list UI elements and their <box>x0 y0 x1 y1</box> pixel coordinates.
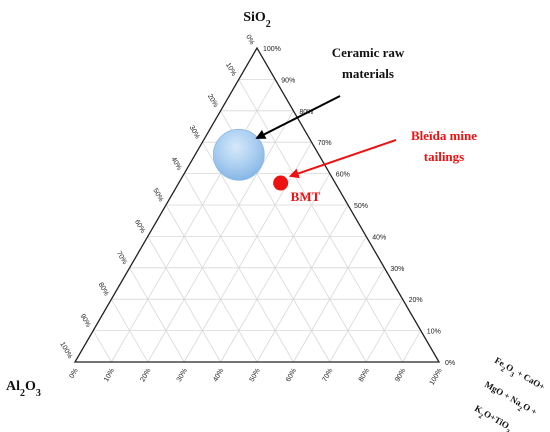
tick-label-bottom: 0% <box>69 368 80 380</box>
grid-line-al2o3-70 <box>129 267 185 363</box>
vertex-title-other-sub: 2 <box>477 412 484 421</box>
grid-line-al2o3-60 <box>147 236 221 363</box>
grid-line-other-60 <box>293 236 367 363</box>
vertex-title-other-main: + CaO+ <box>513 367 546 392</box>
tick-label-bottom: 30% <box>176 368 189 384</box>
vertex-title-al2o3-main: Al <box>6 379 20 394</box>
vertex-title-other-sub: 3 <box>508 370 515 379</box>
vertex-title-other-main: K <box>473 403 484 415</box>
vertex-title-other-sub: 2 <box>516 405 523 414</box>
tick-label-right: 90% <box>281 77 295 84</box>
vertex-title-other-main: MgO + Na <box>483 379 524 408</box>
grid-line-al2o3-90 <box>92 330 112 363</box>
tick-label-left: 30% <box>188 125 201 141</box>
grid-line-al2o3-30 <box>202 141 331 363</box>
vertex-title-other-line: K2O+TiO2 <box>471 403 514 432</box>
tick-label-bottom: 20% <box>139 368 152 384</box>
grid-lines <box>92 79 422 363</box>
ceramic-label-line1: Ceramic raw <box>332 45 405 60</box>
vertex-title-sio2-main: SiO <box>243 10 266 25</box>
bmt-point <box>273 175 289 191</box>
annotations: Ceramic raw materials Bleïda mine tailings B… <box>255 45 477 204</box>
tick-label-bottom: 60% <box>285 368 298 384</box>
tick-label-bottom: 10% <box>103 368 116 384</box>
bmt-label: BMT <box>291 189 321 204</box>
ceramic-arrow <box>255 95 341 139</box>
ceramic-label-line2: materials <box>342 66 394 81</box>
tick-label-left: 70% <box>115 250 128 266</box>
ceramic-region <box>212 128 265 181</box>
vertex-title-other-sub: 2 <box>499 365 506 374</box>
grid-line-other-70 <box>329 267 385 363</box>
tick-label-right: 60% <box>336 172 350 179</box>
tick-label-bottom: 90% <box>394 368 407 384</box>
tick-label-right: 40% <box>372 234 386 241</box>
tick-label-left: 10% <box>224 62 237 78</box>
tick-label-right: 100% <box>263 46 281 53</box>
tick-labels: 0% 0% 0% 10% 10% 10% 20% 20% 20% 30% 30% 30% 40% 40% 4… <box>58 34 455 387</box>
tick-label-bottom: 100% <box>429 368 444 387</box>
tick-label-right: 50% <box>354 203 368 210</box>
vertex-title-other-main: Fe <box>493 355 506 368</box>
bleida-label-line1: Bleïda mine <box>411 128 477 143</box>
tick-label-bottom: 50% <box>249 368 262 384</box>
vertex-title-other-main: O + <box>521 401 538 417</box>
tick-label-left: 100% <box>58 341 73 360</box>
tick-label-left: 80% <box>97 282 110 298</box>
tick-label-left: 60% <box>133 219 146 235</box>
tick-label-right: 20% <box>409 297 423 304</box>
triangle-outline <box>73 46 441 363</box>
tick-label-left: 50% <box>151 187 164 203</box>
bleida-arrow <box>288 139 397 179</box>
tick-label-right: 10% <box>427 329 441 336</box>
vertex-title-al2o3-main: O <box>25 379 36 394</box>
grid-line-al2o3-80 <box>111 298 149 363</box>
vertex-title-sio2: SiO2 <box>243 10 271 30</box>
grid-line-al2o3-10 <box>238 79 403 363</box>
tick-label-left: 20% <box>206 93 219 109</box>
vertex-title-al2o3: Al2O3 <box>6 379 41 399</box>
vertex-title-other-main: O <box>504 362 515 374</box>
tick-label-bottom: 80% <box>358 368 371 384</box>
vertex-title-other-sub: 2 <box>504 427 511 432</box>
grid-line-other-30 <box>183 141 312 363</box>
tick-label-right: 70% <box>318 140 332 147</box>
tick-label-left: 90% <box>78 313 91 329</box>
grid-line-other-80 <box>365 298 403 363</box>
vertex-title-al2o3-sub: 3 <box>36 388 41 399</box>
vertex-title-al2o3-sub: 2 <box>20 388 25 399</box>
grid-line-other-90 <box>402 330 422 363</box>
data-marks <box>212 128 289 191</box>
triangle-axes <box>73 46 441 363</box>
tick-label-right: 30% <box>390 266 404 273</box>
vertex-title-sio2-sub: 2 <box>266 19 271 30</box>
tick-label-left: 0% <box>244 34 255 46</box>
vertex-title-other-main: O+TiO <box>482 408 511 430</box>
grid-line-other-50 <box>256 204 349 363</box>
tick-label-left: 40% <box>169 156 182 172</box>
bleida-label-line2: tailings <box>424 149 464 164</box>
tick-label-bottom: 40% <box>212 368 225 384</box>
tick-label-right: 0% <box>445 360 455 367</box>
grid-line-al2o3-50 <box>165 204 258 363</box>
grid-line-other-10 <box>111 79 276 363</box>
tick-label-bottom: 70% <box>321 368 334 384</box>
